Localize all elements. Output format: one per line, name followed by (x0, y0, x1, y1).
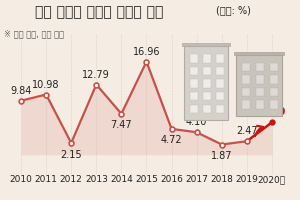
Text: 4.72: 4.72 (161, 135, 182, 145)
Bar (203, 92, 211, 100)
Bar (190, 105, 198, 113)
Bar (270, 100, 278, 109)
Bar (203, 79, 211, 88)
Bar (242, 88, 250, 96)
Text: 5.90: 5.90 (258, 107, 286, 117)
Text: 1.87: 1.87 (211, 151, 232, 161)
Bar (256, 75, 264, 84)
Bar (270, 75, 278, 84)
Bar (182, 43, 230, 46)
Bar (203, 67, 211, 75)
Bar (216, 54, 224, 63)
Bar (256, 100, 264, 109)
Bar (216, 105, 224, 113)
Bar (216, 67, 224, 75)
Text: ※ 전년 대비, 시세 기준: ※ 전년 대비, 시세 기준 (4, 29, 64, 38)
Text: 16.96: 16.96 (133, 47, 160, 57)
Bar (242, 75, 250, 84)
Bar (242, 100, 250, 109)
Bar (236, 55, 281, 116)
Bar (270, 63, 278, 71)
Bar (190, 92, 198, 100)
Text: 2.47: 2.47 (236, 126, 258, 136)
Text: 10.98: 10.98 (32, 80, 60, 90)
Text: 7.47: 7.47 (111, 120, 132, 130)
Bar (270, 88, 278, 96)
Bar (242, 63, 250, 71)
Text: 서울 아파트 전셋값 상승률 추이: 서울 아파트 전셋값 상승률 추이 (35, 5, 163, 19)
Bar (190, 79, 198, 88)
Bar (216, 79, 224, 88)
Bar (203, 54, 211, 63)
Text: 2.15: 2.15 (60, 150, 82, 160)
Bar (203, 105, 211, 113)
Text: (단위: %): (단위: %) (216, 5, 251, 15)
Bar (256, 88, 264, 96)
Bar (184, 46, 227, 120)
Text: 4.10: 4.10 (186, 117, 207, 127)
Bar (216, 92, 224, 100)
Text: 9.84: 9.84 (11, 86, 32, 96)
Bar (190, 67, 198, 75)
Bar (234, 52, 284, 55)
Bar (190, 54, 198, 63)
Text: 12.79: 12.79 (82, 70, 110, 80)
Bar (256, 63, 264, 71)
